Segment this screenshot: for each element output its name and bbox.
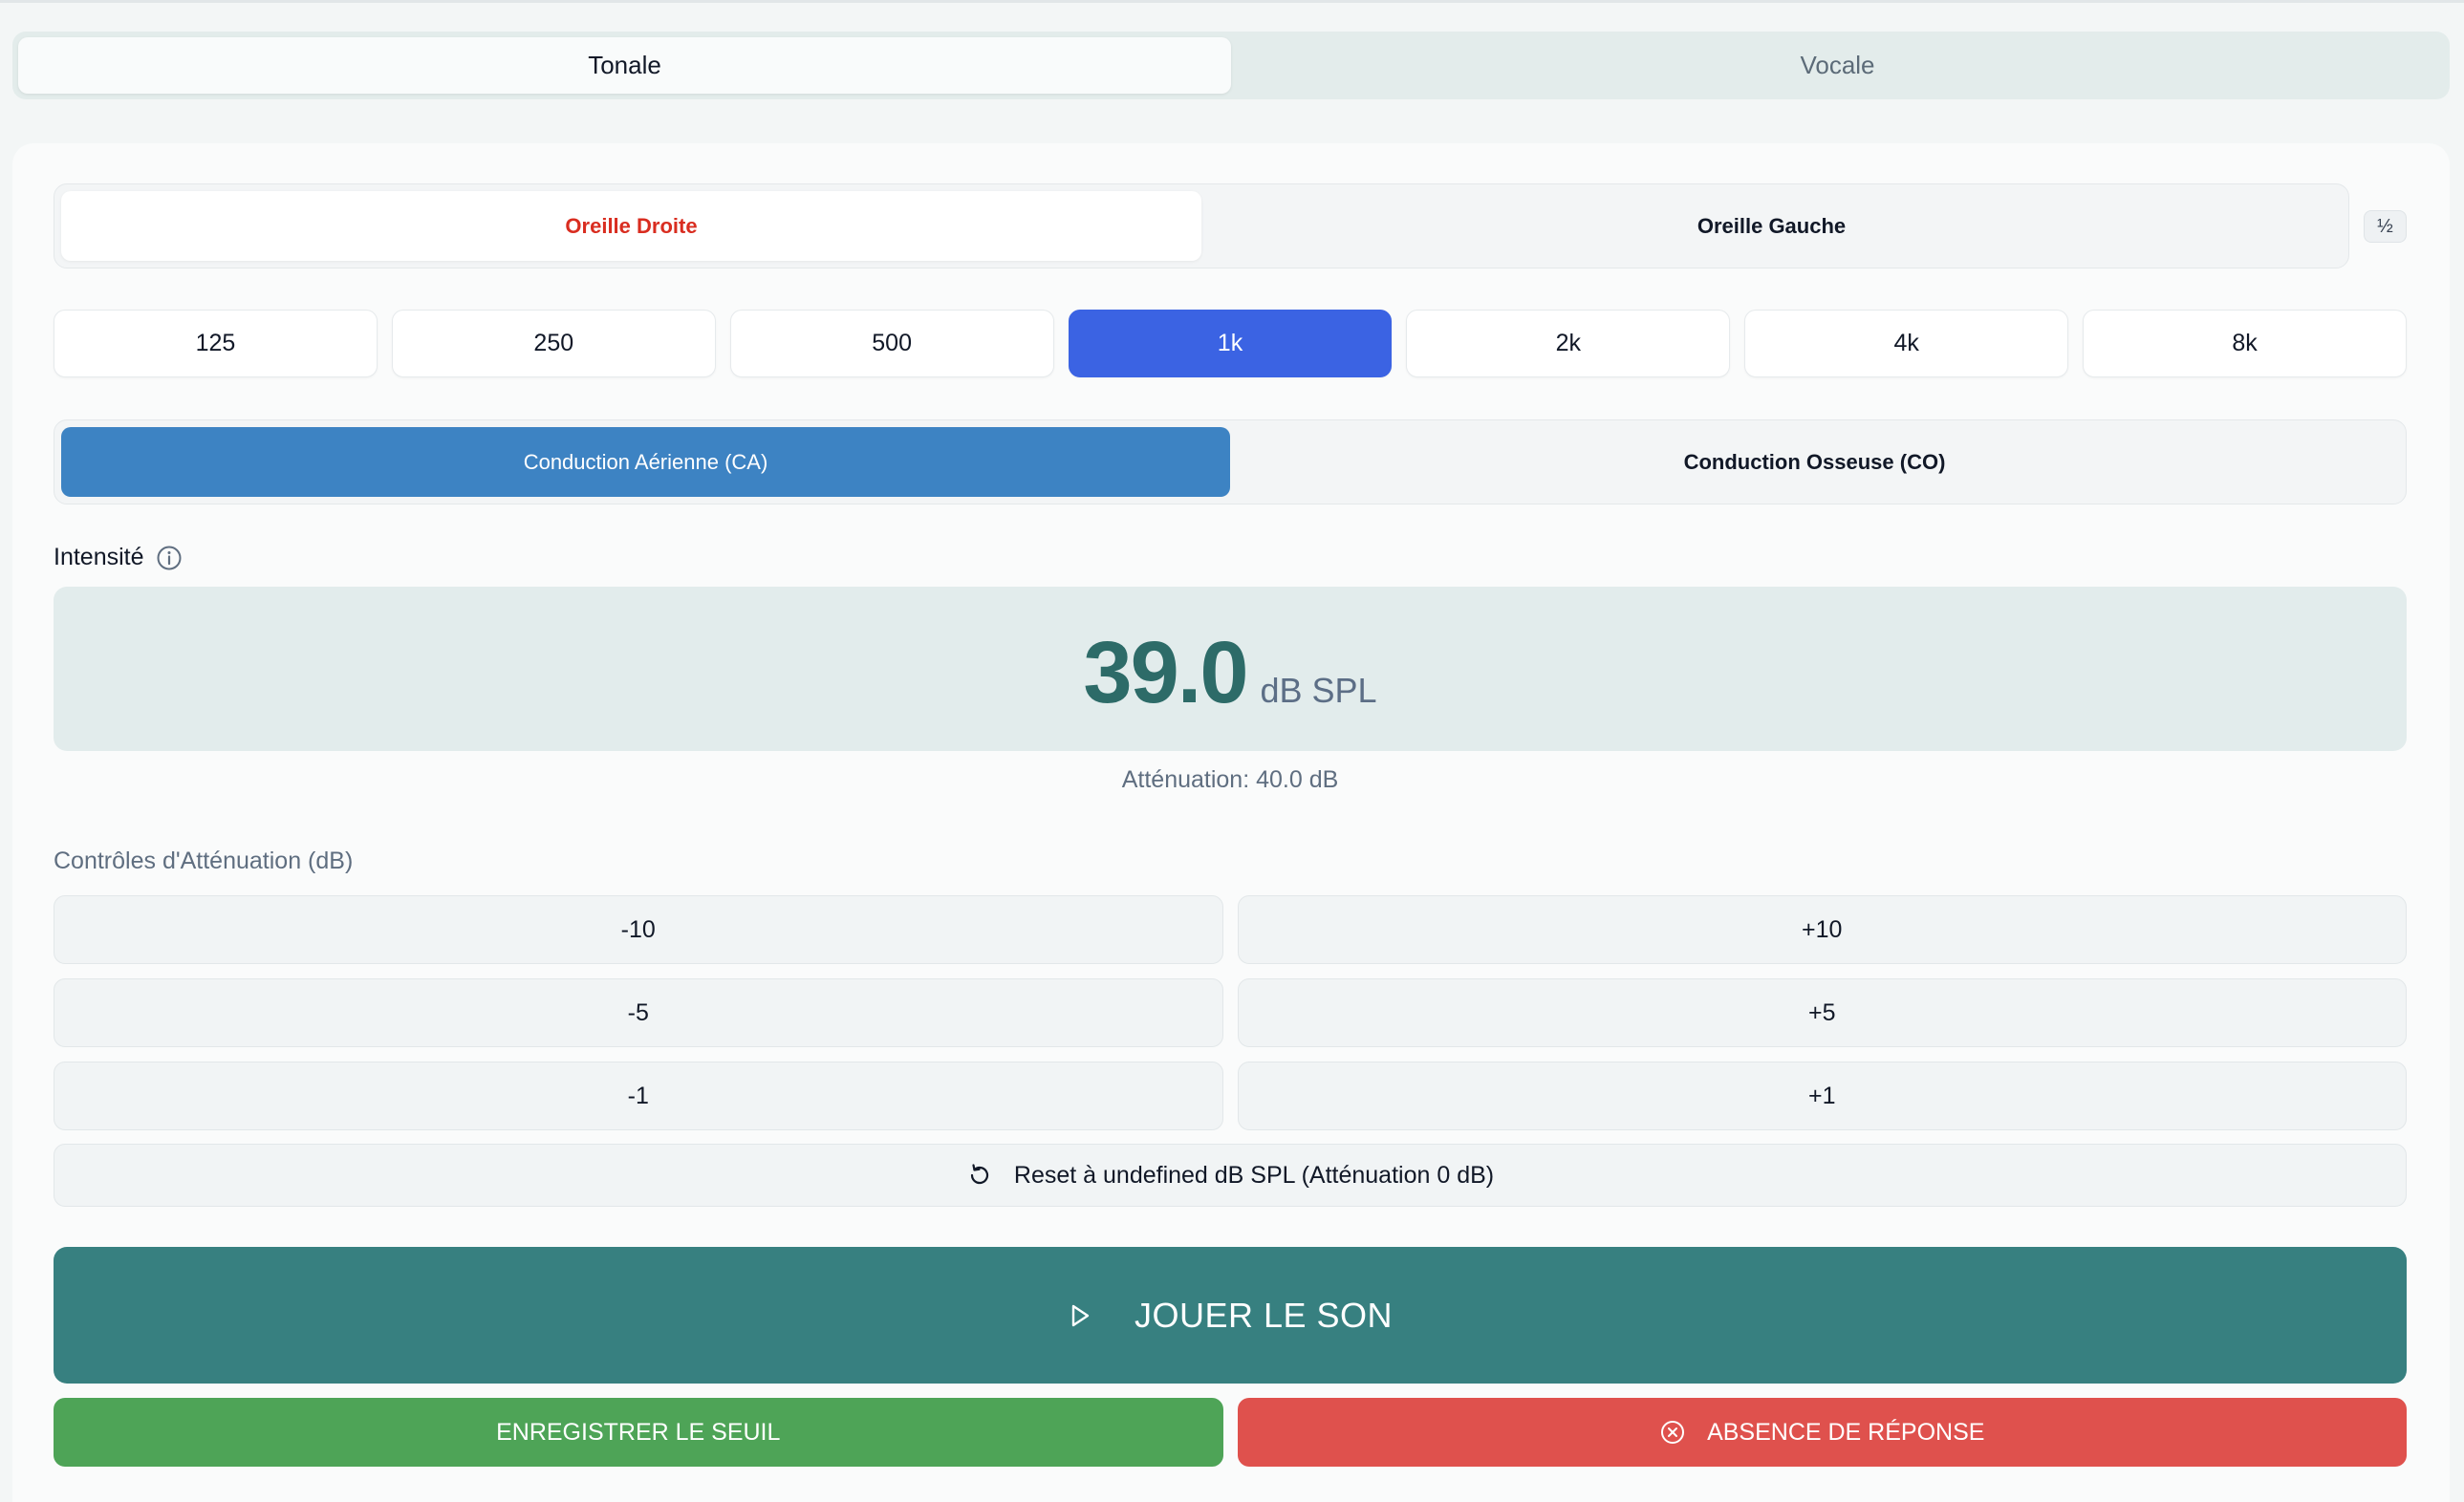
reset-icon — [966, 1162, 993, 1189]
attenuation-readout: Atténuation: 40.0 dB — [1121, 766, 1339, 793]
half-step-button[interactable]: ½ — [2364, 210, 2407, 243]
save-threshold-label: ENREGISTRER LE SEUIL — [496, 1418, 781, 1446]
attenuation-plus-1-button[interactable]: +1 — [1237, 1062, 2407, 1130]
attenuation-minus-10-button[interactable]: -10 — [54, 895, 1223, 964]
frequency-button-2k[interactable]: 2k — [1406, 310, 1731, 377]
intensity-display: 39.0 dB SPL — [54, 587, 2407, 751]
frequency-button-125[interactable]: 125 — [54, 310, 378, 377]
attenuation-controls: -10 +10 -5 +5 -1 +1 — [54, 895, 2407, 1130]
attenuation-controls-title: Contrôles d'Atténuation (dB) — [54, 848, 354, 874]
no-response-button[interactable]: ABSENCE DE RÉPONSE — [1237, 1398, 2407, 1467]
tab-vocale[interactable]: Vocale — [1800, 51, 1875, 79]
intensity-heading: Intensité — [54, 544, 183, 571]
conduction-selector: Conduction Aérienne (CA) Conduction Osse… — [54, 419, 2407, 504]
play-icon — [1068, 1302, 1092, 1329]
ear-selector: Oreille Droite Oreille Gauche — [54, 183, 2349, 268]
tab-conduction-aerienne[interactable]: Conduction Aérienne (CA) — [61, 427, 1230, 497]
tab-oreille-gauche[interactable]: Oreille Gauche — [1697, 213, 1847, 238]
no-response-label: ABSENCE DE RÉPONSE — [1707, 1418, 1985, 1446]
top-border — [0, 0, 2464, 3]
tab-tonale[interactable]: Tonale — [18, 37, 1231, 94]
tab-oreille-droite[interactable]: Oreille Droite — [61, 191, 1201, 261]
attenuation-plus-5-button[interactable]: +5 — [1237, 978, 2407, 1047]
attenuation-minus-1-button[interactable]: -1 — [54, 1062, 1223, 1130]
attenuation-plus-10-button[interactable]: +10 — [1237, 895, 2407, 964]
intensity-label: Intensité — [54, 544, 144, 570]
save-threshold-button[interactable]: ENREGISTRER LE SEUIL — [54, 1398, 1223, 1467]
reset-label: Reset à undefined dB SPL (Atténuation 0 … — [1013, 1161, 1495, 1189]
response-actions: ENREGISTRER LE SEUIL ABSENCE DE RÉPONSE — [54, 1398, 2407, 1467]
intensity-value: 39.0 — [1083, 624, 1248, 721]
reset-button[interactable]: Reset à undefined dB SPL (Atténuation 0 … — [54, 1144, 2407, 1207]
frequency-selector: 125 250 500 1k 2k 4k 8k — [54, 310, 2408, 377]
test-card: Oreille Droite Oreille Gauche ½ 125 250 … — [12, 143, 2450, 1502]
attenuation-minus-5-button[interactable]: -5 — [54, 978, 1223, 1047]
frequency-button-1k[interactable]: 1k — [1068, 310, 1393, 377]
play-sound-button[interactable]: JOUER LE SON — [54, 1247, 2407, 1384]
play-label: JOUER LE SON — [1134, 1295, 1394, 1335]
intensity-unit: dB SPL — [1260, 671, 1377, 710]
frequency-button-8k[interactable]: 8k — [2083, 310, 2408, 377]
frequency-button-250[interactable]: 250 — [391, 310, 716, 377]
tab-conduction-osseuse[interactable]: Conduction Osseuse (CO) — [1683, 449, 1946, 474]
info-icon[interactable] — [156, 545, 183, 571]
x-circle-icon — [1659, 1419, 1686, 1446]
frequency-button-500[interactable]: 500 — [729, 310, 1054, 377]
main-tabs: Tonale Vocale — [12, 32, 2450, 99]
frequency-button-4k[interactable]: 4k — [1744, 310, 2069, 377]
